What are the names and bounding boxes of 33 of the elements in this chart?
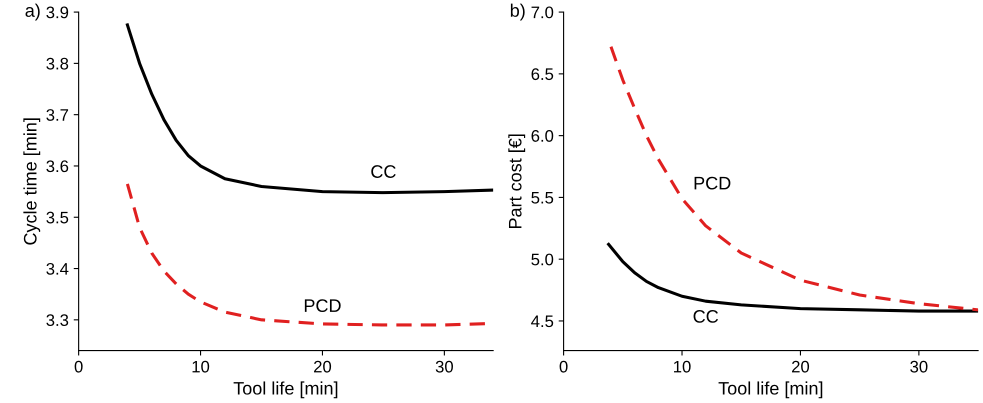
y-axis-title: Part cost [€]: [508, 134, 526, 228]
x-tick-label: 20: [792, 360, 810, 373]
x-tick-label: 30: [436, 360, 453, 373]
line-series: [126, 23, 494, 194]
y-tick-label: 3.4: [46, 262, 68, 275]
y-tick-label: 5.5: [531, 192, 554, 204]
x-tick-label: 10: [192, 360, 210, 373]
x-axis-title: Tool life [min]: [718, 381, 822, 398]
series-label: PCD: [304, 299, 341, 312]
series-label: CC: [694, 310, 718, 323]
y-tick-label: 3.5: [46, 212, 68, 224]
series-label: PCD: [694, 176, 730, 190]
y-tick-label: 4.5: [531, 316, 554, 328]
y-tick-label: 3.3: [46, 314, 68, 326]
x-tick-label: 20: [314, 360, 332, 373]
y-axis-title: Cycle time [min]: [23, 118, 40, 245]
y-tick-label: 3.9: [46, 6, 68, 18]
y-tick-label: 6.0: [532, 130, 554, 142]
x-tick-label: 10: [674, 360, 691, 373]
chart-title: a): [26, 4, 40, 20]
y-tick-label: 3.7: [46, 109, 68, 121]
y-tick-label: 3.6: [46, 160, 68, 172]
y-tick-label: 5.0: [531, 254, 554, 266]
x-tick-label: 0: [74, 360, 83, 373]
series-label: CC: [371, 165, 396, 178]
x-tick-label: 30: [910, 360, 928, 373]
x-tick-label: 0: [560, 360, 568, 373]
line-series: [609, 45, 978, 312]
y-tick-label: 3.8: [46, 58, 68, 70]
y-tick-label: 7.0: [532, 6, 554, 18]
x-axis-title: Tool life [min]: [234, 381, 338, 398]
y-tick-label: 6.5: [532, 68, 554, 80]
chart-title: b): [510, 4, 525, 20]
